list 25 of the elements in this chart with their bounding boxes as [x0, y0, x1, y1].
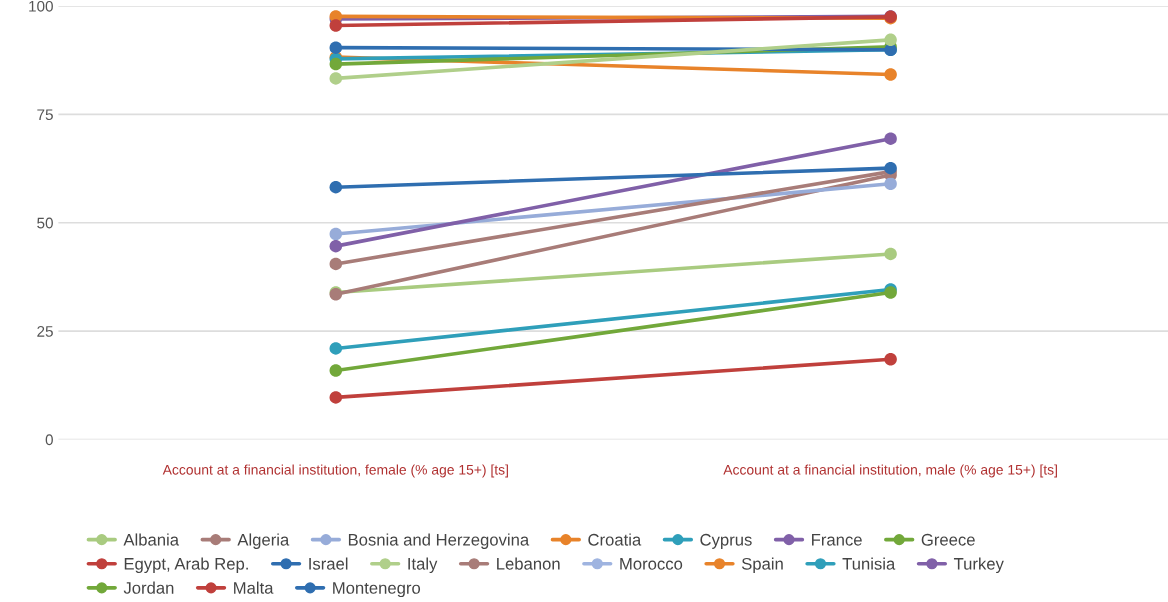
legend-label: Lebanon — [497, 557, 560, 570]
legend-label: Algeria — [237, 533, 290, 549]
legend-label: Malta — [234, 581, 274, 594]
y-tick-label: 25 — [37, 325, 53, 337]
legend-label: Egypt, Arab Rep. — [124, 557, 248, 574]
legend-label: France — [812, 534, 862, 546]
legend-label: Turkey — [953, 557, 1004, 574]
legend-label: Bosnia and Herzegovina — [348, 533, 530, 549]
legend-label: Greece — [921, 533, 975, 546]
x-tick-label: Account at a financial institution, female (% age 15+) [ts] — [162, 464, 508, 478]
legend-label: Cyprus — [700, 533, 752, 549]
y-tick-label: 75 — [37, 109, 53, 121]
legend-label: Jordan — [123, 581, 174, 594]
legend-label: Tunisia — [842, 557, 896, 570]
legend-label: Morocco — [620, 558, 683, 570]
legend-label: Croatia — [588, 533, 642, 546]
x-tick-label: Account at a financial institution, male (% age 15+) [ts] — [723, 464, 1057, 478]
legend-label: Montenegro — [333, 582, 421, 598]
legend-label: Albania — [123, 533, 180, 546]
legend-label: Israel — [309, 557, 348, 570]
y-tick-label: 0 — [45, 434, 53, 446]
legend-label: Italy — [408, 557, 438, 574]
legend-label: Spain — [741, 557, 783, 574]
y-tick-label: 50 — [37, 217, 53, 229]
y-tick-label: 100 — [29, 0, 53, 12]
